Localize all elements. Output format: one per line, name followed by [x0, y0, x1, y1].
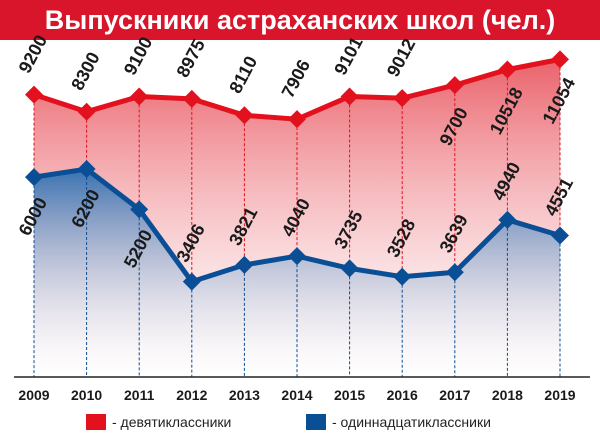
- legend-label-blue: - одиннадцатиклассники: [332, 414, 491, 430]
- x-tick-label: 2012: [176, 387, 207, 403]
- data-point-marker: [130, 200, 149, 219]
- data-point-marker: [77, 102, 96, 121]
- x-tick-label: 2009: [18, 387, 49, 403]
- data-point-marker: [25, 85, 43, 104]
- data-point-marker: [25, 168, 43, 187]
- x-tick-label: 2014: [281, 387, 312, 403]
- x-tick-label: 2011: [124, 387, 155, 403]
- data-point-marker: [551, 226, 569, 245]
- x-tick-label: 2010: [71, 387, 102, 403]
- data-label: 7906: [278, 56, 314, 101]
- data-label: 9101: [330, 34, 366, 79]
- data-point-marker: [182, 272, 201, 291]
- x-tick-label: 2019: [544, 387, 575, 403]
- data-point-marker: [235, 106, 254, 125]
- x-tick-label: 2013: [229, 387, 260, 403]
- x-tick-label: 2016: [387, 387, 418, 403]
- x-tick-label: 2017: [439, 387, 470, 403]
- legend-swatch-blue: [306, 414, 326, 430]
- legend: - девятиклассники - одиннадцатиклассники: [86, 414, 491, 430]
- legend-label-red: - девятиклассники: [112, 414, 231, 430]
- data-point-marker: [445, 263, 464, 282]
- data-point-marker: [130, 87, 149, 106]
- data-label: 9100: [120, 34, 156, 79]
- data-point-marker: [340, 87, 359, 106]
- x-tick-label: 2015: [334, 387, 365, 403]
- data-point-marker: [498, 210, 517, 229]
- data-point-marker: [235, 255, 254, 274]
- data-point-marker: [393, 89, 412, 108]
- data-point-marker: [393, 267, 412, 286]
- data-point-marker: [340, 259, 359, 278]
- data-label: 8110: [225, 53, 261, 97]
- title-banner: [0, 0, 600, 40]
- data-point-marker: [498, 60, 517, 79]
- legend-swatch-red: [86, 414, 106, 430]
- data-point-marker: [288, 247, 306, 266]
- data-point-marker: [182, 89, 201, 108]
- data-label: 8975: [172, 36, 208, 81]
- data-label: 8300: [67, 49, 103, 94]
- x-tick-label: 2018: [492, 387, 523, 403]
- data-point-marker: [551, 50, 569, 69]
- data-label: 9012: [383, 35, 419, 80]
- area-одиннадцатиклассники: [34, 169, 560, 377]
- data-point-marker: [288, 110, 306, 129]
- data-point-marker: [445, 76, 464, 95]
- data-point-marker: [77, 160, 96, 179]
- chart-title: Выпускники астраханских школ (чел.): [45, 5, 555, 35]
